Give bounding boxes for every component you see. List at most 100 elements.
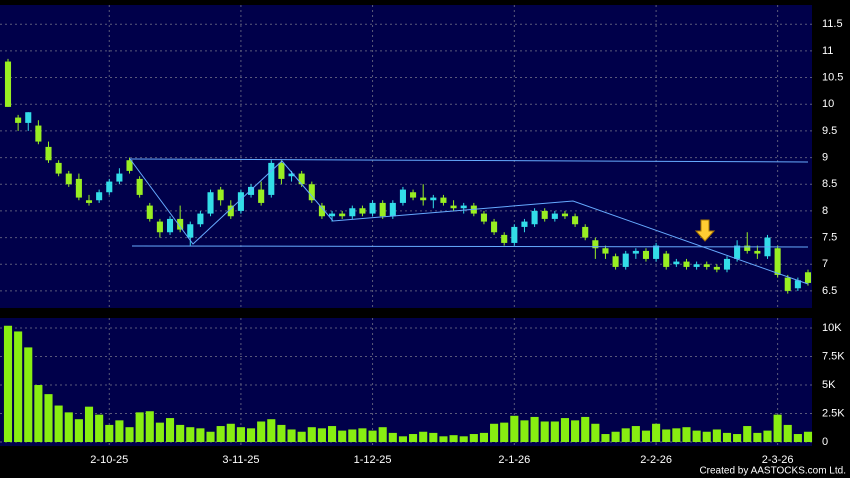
candle-body xyxy=(420,197,427,201)
candle-body xyxy=(410,192,417,198)
x-tick-label: 3-11-25 xyxy=(222,454,259,466)
volume-bar xyxy=(3,325,13,443)
candle-body xyxy=(248,186,255,195)
candle-body xyxy=(794,280,801,289)
volume-bar xyxy=(236,427,245,443)
volume-bar xyxy=(763,430,772,443)
candle-body xyxy=(35,125,42,142)
candle-body xyxy=(85,200,93,203)
candle-body xyxy=(592,240,599,249)
candle-body xyxy=(369,202,376,214)
candle-body xyxy=(65,173,72,185)
candle-body xyxy=(197,213,204,225)
candle-body xyxy=(501,234,508,243)
volume-bar xyxy=(743,426,752,443)
volume-bar xyxy=(571,420,580,443)
volume-panel xyxy=(0,318,812,446)
volume-bar xyxy=(328,426,337,443)
candle-body xyxy=(136,178,143,195)
candle-body xyxy=(126,160,133,171)
volume-bar xyxy=(733,434,742,443)
volume-bar xyxy=(216,426,225,443)
credit: Created by AASTOCKS.com Ltd. xyxy=(699,466,846,477)
candle-body xyxy=(703,264,710,267)
volume-bar xyxy=(793,434,802,443)
candle-body xyxy=(45,146,52,161)
candle-body xyxy=(774,248,781,275)
candle-body xyxy=(258,189,265,203)
volume-bar xyxy=(206,431,215,443)
candle-body xyxy=(622,253,629,267)
candle-body xyxy=(612,256,619,267)
candle-body xyxy=(399,189,406,203)
volume-bar xyxy=(591,423,600,443)
candle-body xyxy=(227,205,234,217)
candle-body xyxy=(237,192,244,211)
volume-bar xyxy=(317,428,326,443)
volume-bar xyxy=(74,419,83,443)
volume-bar xyxy=(105,424,114,443)
signal-arrow xyxy=(694,219,716,242)
volume-bar xyxy=(672,428,681,443)
volume-bar xyxy=(601,434,610,443)
candle-body xyxy=(96,192,103,201)
candle-body xyxy=(551,213,558,219)
candle-body xyxy=(602,248,609,254)
candle-body xyxy=(268,162,275,195)
trend-line xyxy=(129,158,809,163)
x-tick-label: 1-12-25 xyxy=(354,454,392,466)
candle-body xyxy=(460,205,467,209)
candle-body xyxy=(804,272,812,283)
volume-bar xyxy=(469,434,478,443)
volume-bar xyxy=(662,429,671,443)
volume-bar xyxy=(641,430,651,443)
candle-body xyxy=(217,189,224,201)
volume-bar xyxy=(125,427,134,443)
candle-body xyxy=(55,162,62,174)
x-tick-label: 2-3-26 xyxy=(762,454,794,466)
volume-bar xyxy=(773,414,782,443)
volume-bar xyxy=(722,432,732,443)
volume-bar xyxy=(439,436,448,443)
volume-bar xyxy=(500,422,509,443)
volume-bar xyxy=(64,412,73,443)
volume-bar xyxy=(803,431,813,443)
volume-bar xyxy=(135,412,144,443)
volume-bar xyxy=(176,424,185,443)
volume-bar xyxy=(267,419,276,443)
volume-bar xyxy=(297,431,306,443)
volume-bar xyxy=(510,415,519,443)
volume-bar xyxy=(24,347,33,443)
volume-bar xyxy=(226,423,235,443)
y-tick-label: 8 xyxy=(822,205,828,217)
volume-bar xyxy=(287,429,296,443)
volume-bar xyxy=(348,429,357,443)
candle-body xyxy=(389,202,396,217)
volume-bar xyxy=(682,427,691,443)
volume-bar xyxy=(479,432,488,443)
candle-body xyxy=(632,250,639,254)
volume-bar xyxy=(115,420,124,443)
volume-bar xyxy=(621,428,630,443)
volume-bar xyxy=(611,431,620,443)
y-tick-label: 9 xyxy=(822,151,828,163)
volume-bar xyxy=(459,436,468,443)
volume-bar xyxy=(155,422,164,443)
y-tick-label: 11.5 xyxy=(822,18,843,30)
y2-tick-label: 2.5K xyxy=(822,407,845,419)
candle-body xyxy=(318,205,325,217)
volume-bar xyxy=(54,405,63,443)
candle-body xyxy=(734,245,741,259)
candle-body xyxy=(480,213,487,222)
trend-lines xyxy=(129,158,809,285)
candle-body xyxy=(663,253,670,267)
volume-bar xyxy=(388,432,397,443)
candle-body xyxy=(450,205,457,209)
volume-bar xyxy=(358,428,367,443)
y-tick-label: 10.5 xyxy=(822,71,843,83)
candle-body xyxy=(744,245,751,251)
volume-bar xyxy=(419,431,428,443)
candle-body xyxy=(75,178,82,198)
volume-bar xyxy=(530,416,539,443)
